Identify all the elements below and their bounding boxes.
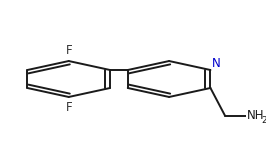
Text: 2: 2	[261, 116, 266, 125]
Text: NH: NH	[247, 109, 265, 122]
Text: N: N	[212, 57, 221, 70]
Text: F: F	[65, 44, 72, 57]
Text: F: F	[65, 101, 72, 114]
